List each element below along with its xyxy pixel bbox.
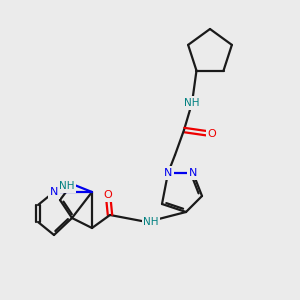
Text: NH: NH bbox=[143, 217, 159, 227]
Text: O: O bbox=[208, 129, 216, 139]
Text: N: N bbox=[164, 168, 172, 178]
Text: O: O bbox=[103, 190, 112, 200]
Text: N: N bbox=[189, 168, 197, 178]
Text: N: N bbox=[50, 187, 58, 197]
Text: NH: NH bbox=[59, 181, 75, 191]
Text: NH: NH bbox=[184, 98, 200, 108]
